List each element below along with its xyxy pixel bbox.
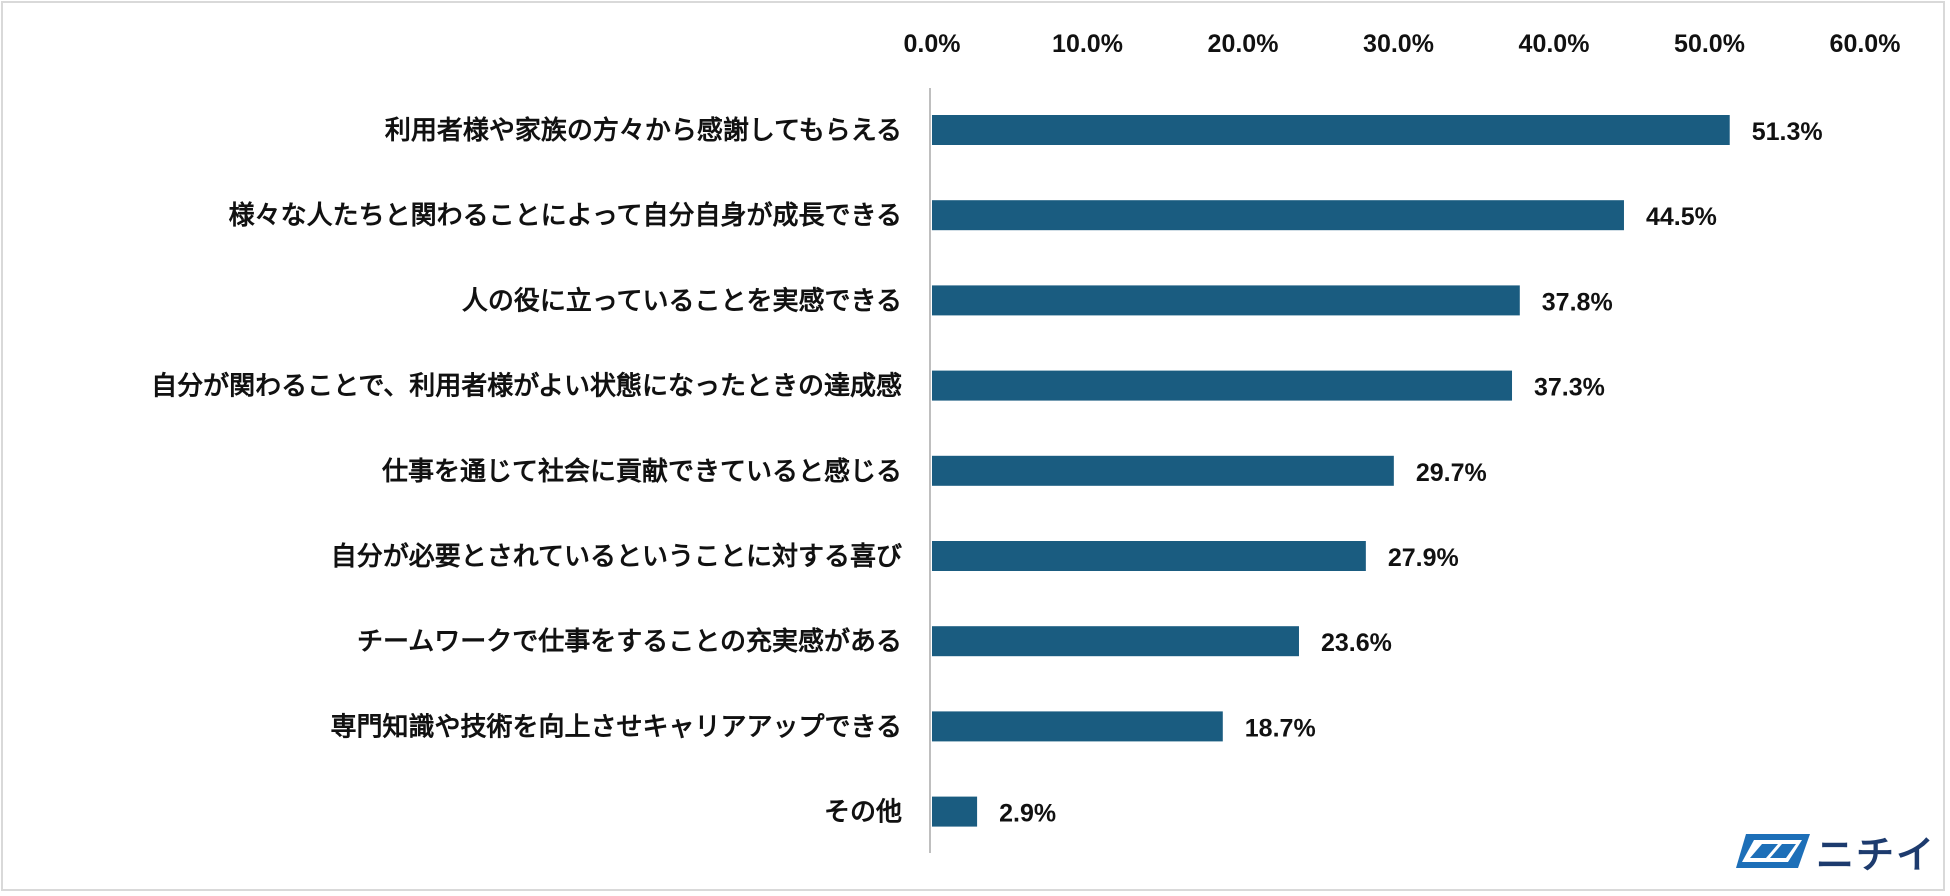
bar [932,796,978,827]
value-label: 18.7% [1245,714,1316,742]
value-label: 44.5% [1646,203,1717,231]
category-labels: 利用者様や家族の方々から感謝してもらえる様々な人たちと関わることによって自分自身… [151,115,902,828]
category-label: 自分が必要とされているということに対する喜び [331,541,902,572]
value-label: 23.6% [1321,629,1392,657]
nichii-logo-mark-icon [1736,834,1810,868]
bars [932,115,1730,827]
bar [932,541,1366,571]
category-label: 仕事を通じて社会に貢献できていると感じる [381,456,902,487]
category-label: 人の役に立っていることを実感できる [462,285,902,316]
bar [932,370,1513,401]
category-label: 自分が関わることで、利用者様がよい状態になったときの達成感 [151,371,902,402]
value-label: 37.3% [1534,374,1605,402]
company-logo: ニチイ [1736,826,1937,877]
value-labels: 51.3% 44.5% 37.8% 37.3% 29.7% 27.9% 23.6% 18.7%… [999,118,1823,828]
category-label: その他 [824,798,902,828]
bar [932,626,1299,657]
category-label: 様々な人たちと関わることによって自分自身が成長できる [229,200,902,231]
bar [932,711,1223,742]
bar [932,285,1520,316]
value-label: 29.7% [1416,459,1487,487]
x-tick-label: 10.0% [1052,30,1123,58]
category-label: チームワークで仕事をすることの充実感がある [357,626,902,657]
value-label: 51.3% [1752,118,1823,146]
x-tick-label: 20.0% [1208,30,1279,58]
bar [932,115,1730,145]
logo-text: ニチイ [1816,832,1937,877]
bar [932,200,1624,231]
x-tick-label: 50.0% [1674,30,1745,58]
x-tick-label: 30.0% [1363,30,1434,58]
x-tick-label: 60.0% [1830,30,1901,58]
x-tick-label: 40.0% [1519,30,1590,58]
x-tick-label: 0.0% [904,30,961,58]
bar [932,455,1394,486]
x-axis-ticks: 0.0% 10.0% 20.0% 30.0% 40.0% 50.0% 60.0% [904,30,1901,58]
value-label: 37.8% [1542,288,1613,316]
value-label: 27.9% [1388,544,1459,572]
category-label: 専門知識や技術を向上させキャリアアップできる [331,711,902,742]
value-label: 2.9% [999,800,1056,828]
category-label: 利用者様や家族の方々から感謝してもらえる [385,115,902,146]
